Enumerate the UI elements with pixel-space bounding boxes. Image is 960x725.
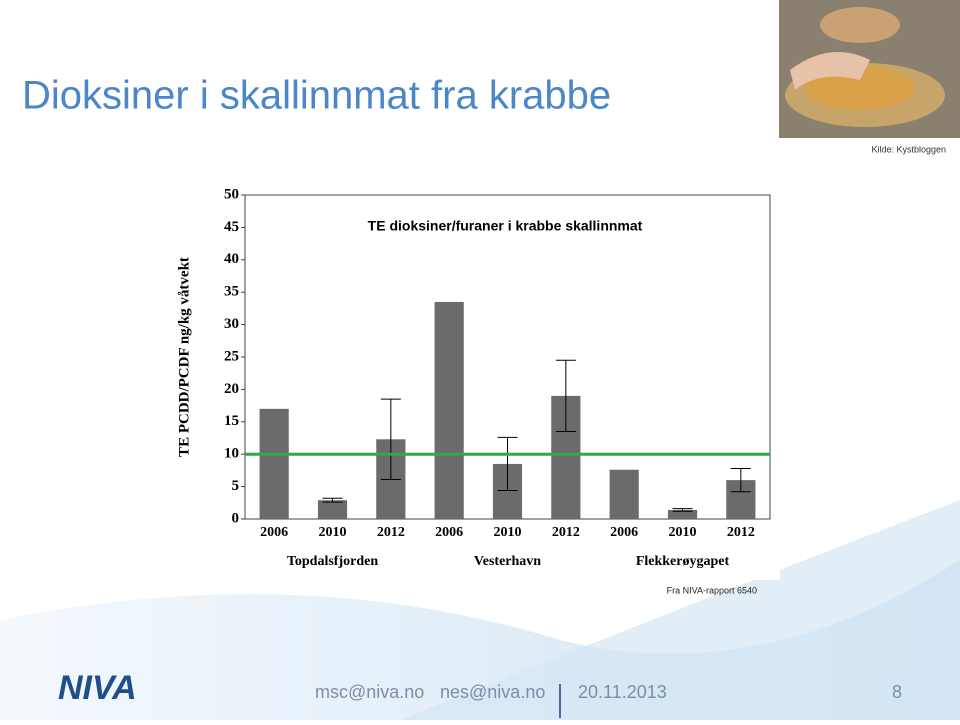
footer-email: nes@niva.no: [440, 682, 545, 702]
x-tick-label: 2012: [377, 525, 405, 540]
y-tick-label: 0: [232, 510, 240, 526]
x-tick-label: 2010: [319, 525, 347, 540]
crab-photo: [779, 0, 960, 138]
swoosh: [400, 500, 960, 720]
x-tick-label: 2006: [435, 525, 463, 540]
y-tick-label: 20: [224, 381, 239, 397]
chart-area: [170, 185, 780, 580]
y-tick-label: 30: [224, 316, 239, 332]
logo: NIVA: [58, 669, 137, 707]
x-tick-label: 2010: [494, 525, 522, 540]
x-tick-label: 2006: [260, 525, 288, 540]
bar: [259, 408, 289, 519]
y-tick-label: 15: [224, 413, 239, 429]
slide-title: Dioksiner i skallinnmat fra krabbe: [22, 74, 611, 118]
page-number: 8: [892, 682, 902, 702]
bar: [317, 500, 348, 519]
bar: [667, 509, 698, 519]
y-tick-label: 35: [224, 284, 239, 300]
x-tick-label: 2010: [669, 525, 697, 540]
bar: [434, 301, 464, 519]
x-tick-label: 2012: [552, 525, 580, 540]
source-note: Fra NIVA-rapport 6540: [667, 585, 757, 595]
image-credit: Kilde: Kystbloggen: [871, 144, 946, 154]
y-tick-label: 10: [224, 446, 239, 462]
x-tick-label: 2006: [610, 525, 638, 540]
y-tick-label: 5: [232, 478, 240, 494]
group-label: Topdalsfjorden: [287, 554, 379, 569]
group-label: Vesterhavn: [474, 554, 541, 569]
chart-title: TE dioksiner/furaner i krabbe skallinnma…: [368, 218, 643, 234]
bar: [609, 469, 639, 519]
group-label: Flekkerøygapet: [636, 554, 730, 569]
y-tick-label: 45: [224, 219, 239, 235]
y-tick-label: 50: [224, 186, 239, 202]
footer-date: 20.11.2013: [578, 682, 667, 702]
y-tick-label: 40: [224, 251, 239, 267]
logo-text: NIVA: [58, 669, 137, 707]
x-tick-label: 2012: [727, 525, 755, 540]
y-axis-label: TE PCDD/PCDF ng/kg våtvekt: [176, 257, 192, 457]
footer-email: msc@niva.no: [315, 682, 424, 702]
y-tick-label: 25: [224, 348, 239, 364]
